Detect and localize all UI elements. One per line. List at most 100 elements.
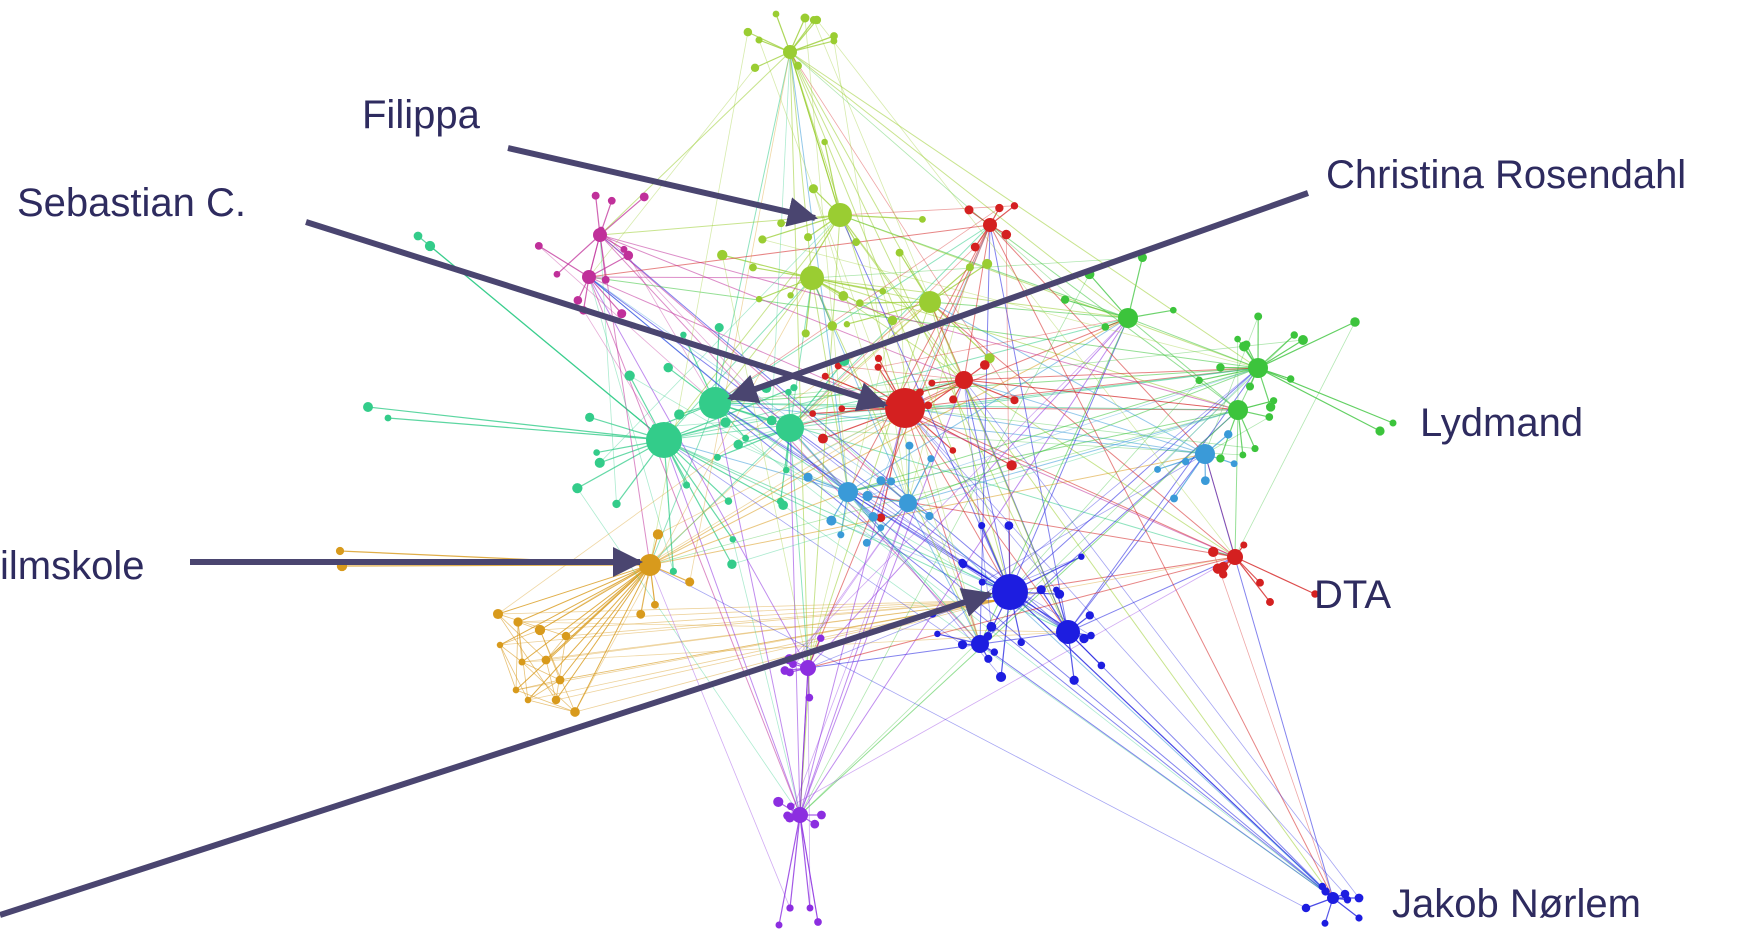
network-node — [1234, 336, 1241, 343]
network-node — [827, 321, 837, 331]
network-node — [830, 32, 838, 40]
network-node — [1101, 323, 1109, 331]
network-node — [862, 491, 872, 501]
network-node — [1070, 676, 1079, 685]
network-node — [535, 242, 543, 250]
network-node — [744, 28, 753, 37]
network-edge — [1235, 557, 1270, 602]
network-node — [810, 16, 818, 24]
network-node — [1010, 396, 1018, 404]
network-edge — [589, 277, 808, 668]
network-edge — [1010, 368, 1258, 592]
network-edge — [834, 41, 908, 503]
network-node — [814, 918, 822, 926]
network-edge — [1258, 368, 1393, 423]
hub-node-red — [885, 388, 925, 428]
network-node — [996, 672, 1006, 682]
network-node — [987, 622, 997, 632]
network-node — [803, 473, 812, 482]
network-node — [802, 329, 810, 337]
network-node — [979, 579, 986, 586]
network-node — [1240, 542, 1247, 549]
network-node — [1224, 430, 1232, 438]
network-node — [964, 205, 973, 214]
network-node — [817, 634, 824, 641]
hub-node-limetop — [783, 45, 797, 59]
network-edge — [368, 407, 664, 440]
network-node — [683, 482, 690, 489]
network-edge — [800, 410, 1238, 815]
network-node — [1216, 363, 1224, 371]
network-node — [804, 233, 812, 241]
network-node — [787, 803, 795, 811]
network-edge — [1205, 454, 1333, 898]
network-node — [636, 610, 645, 619]
network-node — [809, 410, 816, 417]
network-node — [809, 184, 818, 193]
network-node — [1170, 307, 1177, 314]
network-node — [896, 249, 904, 257]
network-node — [787, 292, 793, 298]
hub-node-lime1 — [828, 203, 852, 227]
network-node — [927, 455, 934, 462]
network-node — [817, 811, 826, 820]
network-edge — [539, 246, 589, 277]
network-edge — [566, 600, 1000, 636]
network-node — [971, 243, 980, 252]
network-node — [623, 251, 633, 261]
hub-node-red4 — [1227, 549, 1243, 565]
network-node — [934, 631, 940, 637]
network-node — [535, 625, 545, 635]
network-node — [751, 64, 759, 72]
network-node — [773, 797, 783, 807]
hub-node-lime3 — [919, 291, 941, 313]
label-filmskole: ilmskole — [0, 546, 144, 586]
network-node — [925, 512, 933, 520]
network-node — [984, 655, 992, 663]
network-node — [821, 139, 828, 146]
network-node — [807, 905, 814, 912]
network-node — [385, 415, 392, 422]
label-sebastian: Sebastian C. — [17, 183, 246, 223]
hub-node-orange — [639, 554, 661, 576]
network-node — [1239, 452, 1246, 459]
network-node — [562, 632, 571, 641]
network-node — [1256, 579, 1264, 587]
network-node — [1170, 494, 1178, 502]
network-node — [725, 497, 733, 505]
network-node — [1389, 419, 1396, 426]
network-edge — [560, 557, 1235, 680]
hub-node-lblue1 — [838, 482, 858, 502]
hub-node-blue3 — [971, 635, 989, 653]
network-node — [1254, 313, 1262, 321]
network-edge — [800, 668, 808, 815]
network-node — [518, 658, 525, 665]
network-edge — [500, 645, 516, 690]
network-node — [905, 442, 913, 450]
network-node — [1037, 585, 1046, 594]
network-node — [685, 577, 694, 586]
network-node — [717, 250, 727, 260]
hub-node-red3 — [955, 371, 973, 389]
network-node — [1319, 883, 1327, 891]
label-filippa: Filippa — [362, 95, 480, 135]
network-edge — [800, 815, 810, 908]
network-node — [949, 395, 957, 403]
network-node — [1017, 639, 1024, 646]
network-node — [980, 360, 990, 370]
network-node — [513, 687, 520, 694]
network-node — [727, 560, 736, 569]
network-node — [781, 666, 790, 675]
network-node — [493, 609, 503, 619]
hub-node-teal3 — [776, 414, 804, 442]
network-node — [982, 259, 992, 269]
network-node — [837, 531, 844, 538]
network-node — [1061, 295, 1069, 303]
network-node — [794, 62, 802, 70]
network-node — [876, 476, 885, 485]
network-node — [1350, 317, 1360, 327]
network-node — [1355, 894, 1364, 903]
network-node — [966, 263, 974, 271]
